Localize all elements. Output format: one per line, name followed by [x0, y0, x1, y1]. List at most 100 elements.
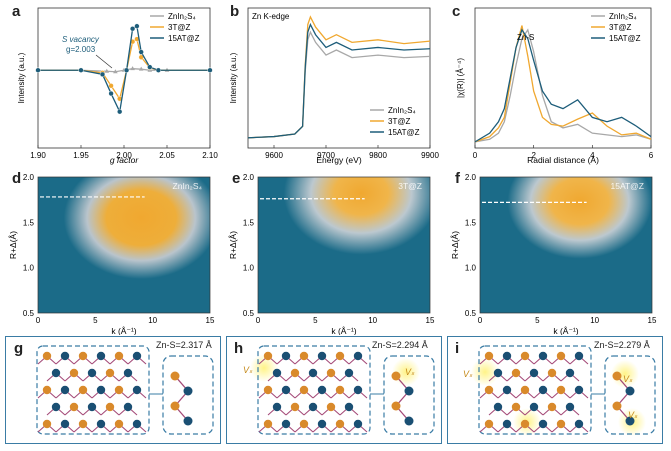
- atom: [625, 416, 635, 426]
- x-tick-label-f: 5: [535, 316, 540, 325]
- atom: [344, 368, 354, 378]
- y-axis-label-c: |χ(R)| (Å⁻⁴): [456, 58, 465, 98]
- atom: [484, 419, 494, 429]
- x-tick-label-a: 2.05: [159, 151, 175, 160]
- atom: [547, 368, 557, 378]
- atom: [520, 385, 530, 395]
- panel-label-f: f: [455, 170, 460, 187]
- atom: [502, 351, 512, 361]
- atom: [170, 401, 180, 411]
- bond-length-g: Zn-S=2.317 Å: [156, 340, 212, 350]
- atom: [538, 351, 548, 361]
- annotation-s-vacancy: S vacancy: [62, 35, 100, 44]
- annotation-zn-k-edge: Zn K-edge: [252, 12, 290, 21]
- heatmap-e: 0 5 10 15 0.5 1.0 1.5 2.0 k (Å⁻¹) R+Δ(Å) 3T@Z: [228, 173, 435, 335]
- annotation-zn-s: Zn-S: [517, 33, 534, 42]
- atom: [272, 368, 282, 378]
- legend-label-a: ZnIn₂S₄: [168, 12, 196, 21]
- atom: [556, 385, 566, 395]
- atom: [520, 351, 530, 361]
- series-line-b-2: [247, 22, 431, 139]
- atom: [511, 402, 521, 412]
- chart-b: 9600 9700 9800 9900 ZnIn₂S₄ 3T@Z 15AT@Z Zn K-…: [229, 7, 439, 165]
- series-line-c-1: [474, 25, 652, 143]
- atom: [574, 351, 584, 361]
- atom: [308, 402, 318, 412]
- atom: [520, 419, 530, 429]
- panel-label-h: h: [234, 340, 244, 357]
- heatmap-d: 0 5 10 15 0.5 1.0 1.5 2.0 k (Å⁻¹) R+Δ(Å) ZnIn₂S₄: [8, 173, 215, 335]
- legend-label-b: ZnIn₂S₄: [388, 106, 416, 115]
- atom: [556, 419, 566, 429]
- atom: [123, 402, 133, 412]
- atom: [335, 385, 345, 395]
- data-point-a-2: [147, 64, 153, 70]
- data-point-a-2: [99, 71, 106, 77]
- legend-label-c: 3T@Z: [609, 23, 631, 32]
- panel-label-d: d: [12, 170, 22, 187]
- x-axis-label-f: k (Å⁻¹): [553, 326, 578, 335]
- atom: [353, 385, 363, 395]
- x-tick-label-f: 0: [478, 316, 483, 325]
- atom: [612, 401, 622, 411]
- atom: [529, 402, 539, 412]
- atom: [308, 368, 318, 378]
- x-tick-label-d: 5: [93, 316, 98, 325]
- atom: [574, 419, 584, 429]
- x-tick-label-d: 0: [36, 316, 41, 325]
- lattice-frame: [478, 345, 592, 435]
- panel-label-a: a: [12, 3, 21, 20]
- y-tick-label-e: 1.0: [243, 264, 255, 273]
- atom: [538, 385, 548, 395]
- legend-label-b: 3T@Z: [388, 117, 410, 126]
- vacancy-glow: [611, 360, 639, 388]
- chart-c: 0 2 4 6 ZnIn₂S₄ 3T@Z 15AT@Z Zn-S |χ(R)| (Å⁻⁴)…: [456, 7, 654, 165]
- atom: [96, 419, 106, 429]
- atom: [484, 385, 494, 395]
- atom: [114, 385, 124, 395]
- atom: [183, 386, 193, 396]
- zoom-frame: [604, 355, 656, 435]
- atom: [547, 402, 557, 412]
- atom: [60, 385, 70, 395]
- plot-frame-b: [247, 7, 431, 149]
- vacancy-label-h2: Vₛ: [405, 367, 415, 377]
- atom: [114, 419, 124, 429]
- atom: [281, 385, 291, 395]
- zoom-frame: [162, 355, 214, 435]
- y-tick-label-d: 0.5: [23, 309, 35, 318]
- structures: [36, 345, 656, 436]
- plot-frame-c: [474, 7, 652, 149]
- atom: [502, 419, 512, 429]
- atom: [299, 385, 309, 395]
- atom: [281, 419, 291, 429]
- y-tick-label-f: 1.5: [465, 218, 477, 227]
- y-tick-label-d: 1.5: [23, 218, 35, 227]
- atom: [272, 402, 282, 412]
- atom: [326, 402, 336, 412]
- atom: [42, 385, 52, 395]
- atom: [290, 368, 300, 378]
- y-tick-label-d: 2.0: [23, 173, 35, 182]
- x-tick-label-c: 2: [531, 151, 536, 160]
- structure-panel-g: [5, 336, 221, 444]
- legend-label-b: 15AT@Z: [388, 128, 420, 137]
- atom: [96, 351, 106, 361]
- atom: [344, 402, 354, 412]
- x-tick-label-d: 15: [206, 316, 215, 325]
- x-tick-label-b: 9700: [317, 151, 335, 160]
- y-axis-label-b: Intensity (a.u.): [229, 52, 238, 103]
- atom: [263, 385, 273, 395]
- atom: [529, 368, 539, 378]
- x-tick-label-a: 2.10: [202, 151, 218, 160]
- heatmap-tag-d: ZnIn₂S₄: [173, 181, 203, 191]
- atom: [299, 419, 309, 429]
- vacancy-label-i3: Vₛ: [628, 410, 638, 420]
- vacancy-label-h: Vₛ: [243, 365, 253, 375]
- x-tick-label-b: 9800: [369, 151, 387, 160]
- atom: [317, 385, 327, 395]
- heatmaps: 0 5 10 15 0.5 1.0 1.5 2.0 k (Å⁻¹) R+Δ(Å) ZnIn₂S₄ 0…: [8, 173, 657, 335]
- heatmap-fill-f: [480, 177, 652, 313]
- data-point-a-2: [78, 67, 84, 73]
- atom: [78, 419, 88, 429]
